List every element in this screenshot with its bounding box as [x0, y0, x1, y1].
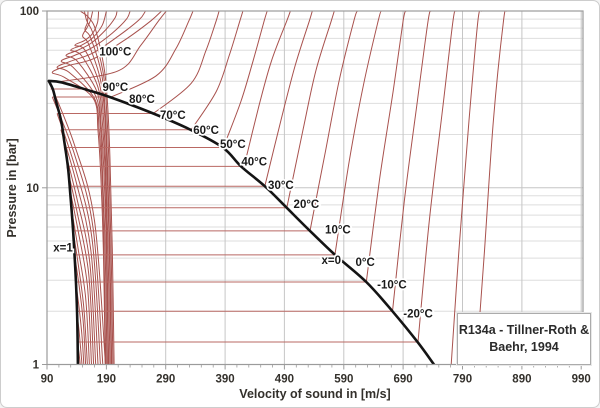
isotherm-100C-liquid	[61, 10, 167, 82]
isotherm-10C-vapor	[74, 254, 87, 365]
two-phase-tie-lines	[49, 81, 418, 343]
y-tick-label: 100	[20, 6, 39, 18]
saturated-liquid-line-x0	[47, 79, 436, 365]
y-tick-label: 10	[26, 183, 39, 195]
x-tick-label: 590	[334, 374, 353, 386]
isotherm-60C-liquid	[222, 10, 268, 148]
isotherm--10C-liquid	[392, 10, 432, 312]
isotherm-120C-supercritical	[65, 10, 118, 365]
isotherm-20C-liquid	[309, 10, 358, 231]
x-tick-label: 490	[275, 374, 294, 386]
isotherm-130C-supercritical	[74, 10, 111, 365]
x-tick-label: 90	[41, 374, 54, 386]
isotherm-50C-liquid	[243, 10, 291, 167]
isotherm--40C-liquid	[475, 10, 507, 365]
curve-label-70C: 70°C	[160, 110, 186, 122]
isotherm-30C-vapor	[70, 207, 90, 365]
x-tick-label: 190	[97, 374, 116, 386]
curve-label-50C: 50°C	[220, 139, 246, 151]
isotherm-30C-liquid	[286, 10, 335, 208]
x-axis-title: Velocity of sound in [m/s]	[239, 387, 391, 401]
isotherm-50C-vapor	[66, 166, 95, 365]
isotherm-60C-vapor	[63, 147, 97, 365]
x-tick-label: 690	[394, 374, 413, 386]
source-citation-line1: R134a - Tillner-Roth &	[458, 323, 590, 337]
x-tick-label: 990	[572, 374, 591, 386]
curve-label-x=0: x=0	[322, 255, 342, 267]
curve-label-60C: 60°C	[193, 125, 219, 137]
isotherm-40C-vapor	[68, 186, 92, 365]
x-tick-label: 290	[156, 374, 175, 386]
curve-label-90C: 90°C	[102, 82, 128, 94]
isotherm--20C-liquid	[417, 10, 457, 343]
curve-label-0C: 0°C	[356, 257, 375, 269]
source-citation-line2: Baehr, 1994	[489, 340, 559, 354]
saturation-curve	[47, 79, 436, 365]
isotherm-20C-vapor	[72, 230, 88, 365]
x-tick-label: 890	[512, 374, 531, 386]
curve-label-80C: 80°C	[129, 94, 155, 106]
y-axis-title: Pressure in [bar]	[5, 138, 19, 238]
curve-label--10C: -10°C	[377, 279, 407, 291]
isotherm-90C-vapor	[51, 96, 104, 365]
x-tick-label: 390	[216, 374, 235, 386]
isotherm-70C-liquid	[190, 10, 244, 130]
curve-label-10C: 10°C	[325, 225, 351, 237]
curve-label-40C: 40°C	[241, 156, 267, 168]
isotherm-0C-liquid	[365, 10, 407, 283]
isotherm-80C-liquid	[152, 10, 220, 114]
saturated-vapor-line-x1	[47, 79, 80, 365]
curve-label-x=1: x=1	[53, 243, 73, 255]
isotherm-80C-vapor	[56, 113, 101, 365]
y-tick-label: 1	[33, 360, 40, 372]
curve-labels: 100°C 90°C80°C 70°C 60°C50°C 40°C30°C20°C 10°…	[51, 45, 434, 323]
isotherm-140C-supercritical	[84, 10, 113, 365]
curve-label-30C: 30°C	[268, 180, 294, 192]
isotherm-40C-liquid	[264, 10, 313, 187]
curve-label-20C: 20°C	[294, 199, 320, 211]
source-citation-box: R134a - Tillner-Roth & Baehr, 1994	[457, 313, 591, 365]
isotherm-145C-supercritical	[83, 10, 114, 365]
x-tick-label: 790	[453, 374, 472, 386]
curve-label--20C: -20°C	[403, 309, 433, 321]
curve-label-100C: 100°C	[99, 47, 131, 59]
isotherm-90C-liquid	[110, 10, 194, 98]
isotherm--30C-liquid	[450, 10, 482, 365]
axis-ticks: 90 190 290 390 490 590 690 790 890 990 100 10 1	[20, 6, 591, 386]
isotherm-135C-supercritical	[82, 10, 112, 365]
isotherm-70C-vapor	[60, 129, 99, 365]
isotherm-10C-liquid	[334, 10, 382, 255]
